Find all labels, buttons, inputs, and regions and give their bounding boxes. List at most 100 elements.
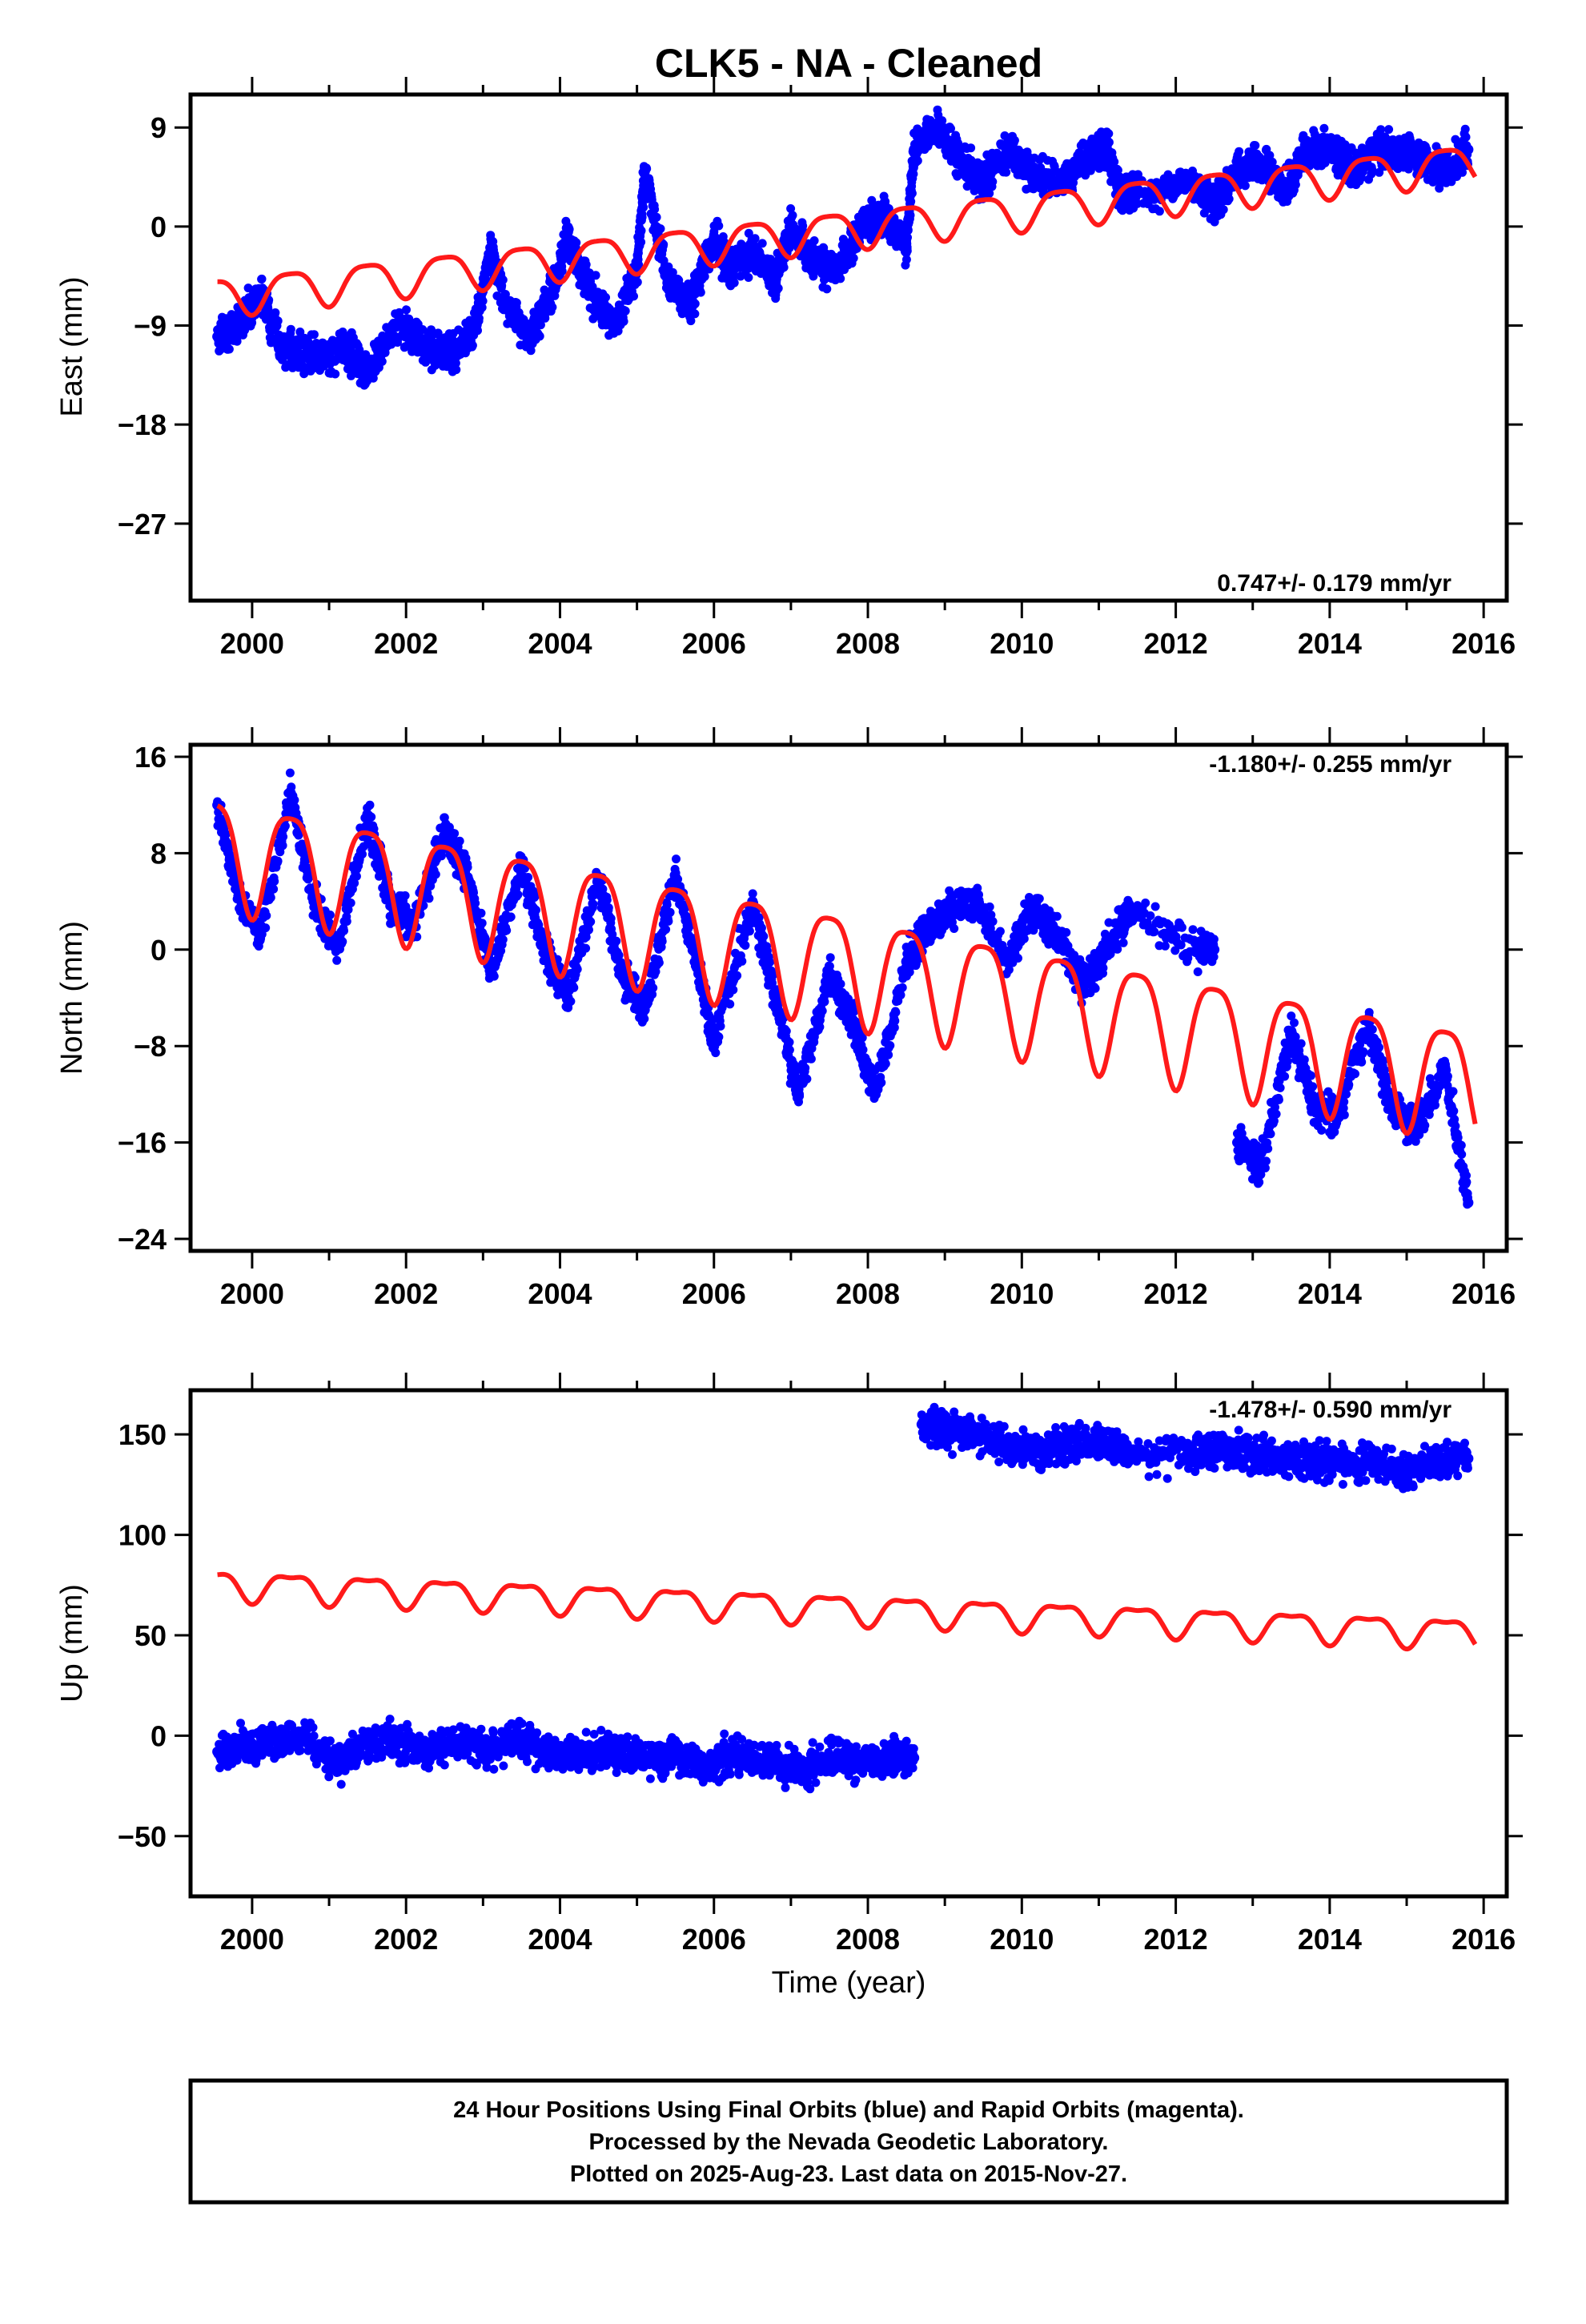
north-cloud-point [431, 870, 440, 879]
east-cloud-point [1265, 151, 1275, 160]
east-cloud-point [402, 305, 411, 315]
east-cloud-point [1251, 141, 1260, 151]
north-cloud-point [463, 862, 472, 872]
east-cloud-point [224, 344, 234, 354]
east-cloud-point [295, 328, 305, 336]
east-cloud-point [1267, 157, 1277, 167]
east-cloud-point [849, 253, 858, 263]
east-cloud-point [331, 369, 340, 379]
east-data-point [1024, 166, 1035, 177]
east-data-point [1301, 144, 1312, 155]
east-cloud-point [903, 226, 913, 235]
north-cloud-point [350, 879, 359, 888]
east-cloud-point [822, 284, 832, 294]
east-cloud-point [1461, 132, 1471, 142]
east-data-point [1439, 166, 1451, 177]
east-cloud-point [1235, 147, 1244, 156]
east-cloud-point [903, 233, 912, 242]
east-cloud-point [985, 189, 994, 198]
east-cloud-point [1154, 207, 1164, 216]
east-data-point [547, 287, 558, 298]
east-cloud-point [536, 320, 545, 330]
east-data-point [1132, 188, 1142, 199]
east-data-point [500, 298, 512, 309]
east-x-tick-label: 2006 [682, 627, 746, 660]
east-data-point [709, 232, 720, 243]
east-y-tick-label: −18 [118, 408, 167, 441]
east-cloud-point [906, 197, 916, 207]
east-cloud-point [1010, 135, 1019, 145]
east-rate-annotation: 0.747+/- 0.179 mm/yr [1217, 570, 1451, 597]
east-data-point [685, 298, 697, 309]
east-cloud-point [512, 298, 521, 308]
east-cloud-point [1110, 157, 1119, 167]
east-data-point [901, 243, 912, 254]
north-panel: North (mm) -1.180+/- 0.255 mm/yr 2000 200… [55, 727, 1523, 1310]
east-y-tick-label: −27 [118, 508, 167, 541]
east-cloud-point [377, 356, 387, 366]
north-cloud-point [346, 899, 355, 907]
east-cloud-point [744, 228, 753, 238]
east-cloud-point [591, 271, 600, 280]
east-cloud-point [232, 336, 242, 346]
east-cloud-point [273, 316, 283, 326]
east-data-point [608, 320, 620, 331]
north-y-axis-label: North (mm) [55, 921, 89, 1075]
north-cloud-point [266, 893, 275, 903]
east-cloud-point [620, 306, 630, 316]
east-cloud-point [729, 278, 739, 287]
east-data-point [393, 320, 404, 331]
east-data-point [1324, 144, 1335, 155]
north-cloud-point [338, 937, 347, 947]
east-cloud-point [1219, 205, 1228, 215]
east-cloud-point [548, 303, 557, 312]
east-cloud-point [1104, 129, 1114, 139]
north-rate-annotation: -1.180+/- 0.255 mm/yr [1209, 751, 1451, 778]
east-cloud-point [988, 177, 998, 187]
east-cloud-point [714, 221, 724, 231]
east-data-point [1209, 199, 1220, 210]
east-cloud-point [656, 224, 665, 234]
east-cloud-point [286, 324, 295, 334]
east-data-point [1393, 144, 1404, 155]
east-x-tick-label: 2012 [1144, 627, 1208, 660]
east-cloud-point [1240, 181, 1250, 191]
east-data-point [1255, 155, 1266, 166]
east-cloud-point [271, 308, 280, 317]
east-x-tick-label: 2002 [374, 627, 438, 660]
east-cloud-point [744, 273, 753, 282]
east-cloud-point [913, 156, 922, 166]
east-y-tick-label: 0 [151, 211, 167, 243]
east-data-point [524, 331, 535, 342]
east-y-tick-label: 9 [151, 111, 167, 144]
east-data-point [277, 342, 288, 353]
north-cloud-point [455, 836, 464, 846]
north-cloud-point [221, 830, 231, 839]
east-cloud-point [1367, 165, 1377, 174]
east-data-point [832, 265, 843, 276]
east-data-point [909, 144, 920, 155]
east-cloud-point [257, 274, 267, 283]
east-cloud-point [659, 239, 669, 249]
east-data-point [562, 232, 573, 243]
east-data-point [231, 320, 243, 331]
east-data-point [424, 342, 435, 353]
east-cloud-point [909, 169, 918, 179]
north-cloud-point [278, 841, 287, 850]
east-cloud-point [633, 248, 643, 258]
east-data-point [1463, 144, 1474, 155]
east-cloud-point [966, 143, 976, 153]
east-cloud-point [601, 292, 610, 302]
east-cloud-point [786, 204, 796, 213]
east-data-point [978, 177, 989, 188]
east-cloud-point [1458, 167, 1467, 177]
north-cloud-point [502, 926, 512, 935]
east-cloud-point [557, 267, 567, 275]
east-cloud-point [1002, 167, 1011, 177]
north-cloud-point [332, 955, 342, 965]
east-cloud-point [564, 224, 574, 234]
east-model-curve [217, 147, 1478, 318]
east-cloud-point [884, 204, 893, 213]
east-plot-frame [188, 92, 1509, 603]
